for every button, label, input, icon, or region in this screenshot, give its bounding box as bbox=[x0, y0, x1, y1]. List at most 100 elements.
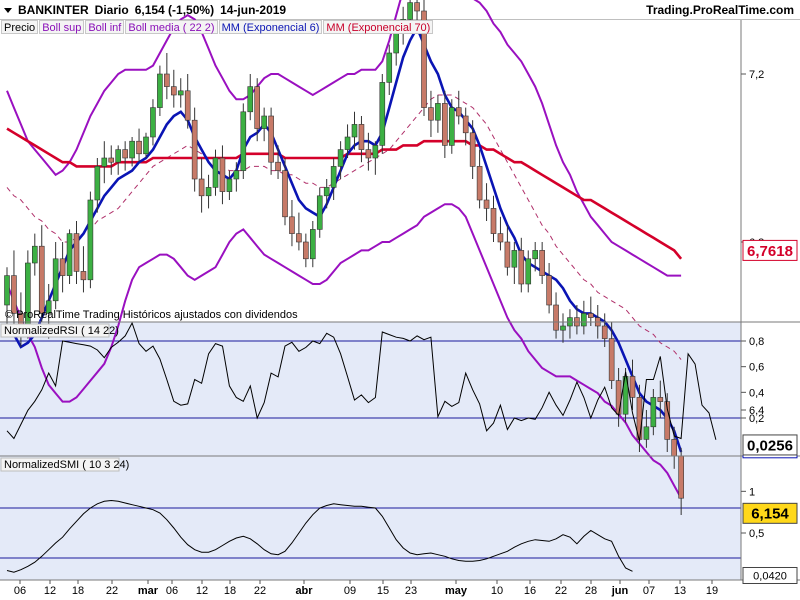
candle[interactable] bbox=[219, 145, 226, 205]
candle[interactable] bbox=[448, 99, 455, 154]
candle[interactable] bbox=[115, 145, 121, 175]
candle[interactable] bbox=[330, 158, 337, 200]
date-tick-label: 28 bbox=[585, 585, 597, 597]
candle[interactable] bbox=[462, 107, 469, 146]
candle[interactable] bbox=[108, 145, 115, 175]
candle[interactable] bbox=[261, 107, 267, 142]
candle[interactable] bbox=[143, 132, 149, 158]
candle[interactable] bbox=[171, 69, 177, 108]
candle[interactable] bbox=[490, 195, 497, 242]
legend-mm70[interactable]: MM (Exponencial 70) bbox=[323, 20, 434, 34]
candle[interactable] bbox=[469, 120, 476, 179]
candle[interactable] bbox=[87, 191, 94, 289]
candle[interactable] bbox=[136, 128, 142, 163]
candle[interactable] bbox=[226, 170, 233, 200]
date-tick-label: 23 bbox=[405, 585, 417, 597]
candle[interactable] bbox=[282, 158, 288, 226]
rsi-tick-label: 0,4 bbox=[749, 387, 764, 399]
legend-boll-sup[interactable]: Boll sup bbox=[39, 20, 85, 34]
candle[interactable] bbox=[254, 78, 260, 142]
candle[interactable] bbox=[4, 267, 10, 335]
candle[interactable] bbox=[553, 292, 559, 339]
candle[interactable] bbox=[358, 116, 365, 163]
candle[interactable] bbox=[608, 321, 615, 389]
candle[interactable] bbox=[157, 65, 163, 116]
candle[interactable] bbox=[198, 158, 205, 213]
period-label[interactable]: Diario bbox=[94, 3, 129, 17]
candle[interactable] bbox=[657, 380, 664, 419]
candle[interactable] bbox=[476, 149, 483, 209]
candle[interactable] bbox=[511, 242, 518, 284]
candle[interactable] bbox=[435, 95, 441, 133]
candle[interactable] bbox=[31, 233, 38, 276]
candle[interactable] bbox=[275, 145, 281, 179]
candle[interactable] bbox=[150, 99, 156, 146]
candle[interactable] bbox=[643, 410, 650, 448]
candle[interactable] bbox=[601, 313, 608, 347]
smi-title-box[interactable] bbox=[0, 457, 120, 472]
candle[interactable] bbox=[344, 124, 351, 158]
candle[interactable] bbox=[581, 300, 587, 335]
candle[interactable] bbox=[247, 74, 254, 121]
rsi-title-box[interactable] bbox=[0, 323, 110, 338]
candle[interactable] bbox=[80, 246, 87, 293]
candle[interactable] bbox=[622, 368, 629, 423]
candle[interactable] bbox=[184, 74, 191, 129]
candle[interactable] bbox=[240, 103, 247, 179]
candle[interactable] bbox=[428, 90, 434, 137]
rsi-tick-label: 0,6 bbox=[749, 362, 764, 374]
candle[interactable] bbox=[421, 0, 427, 116]
candle[interactable] bbox=[518, 237, 525, 293]
candle[interactable] bbox=[289, 200, 295, 247]
candle[interactable] bbox=[337, 141, 344, 179]
candle[interactable] bbox=[101, 141, 108, 184]
candle[interactable] bbox=[59, 242, 66, 293]
candle[interactable] bbox=[73, 221, 80, 284]
legend-boll-media[interactable]: Boll media ( 22 2) bbox=[125, 20, 218, 34]
candle[interactable] bbox=[191, 107, 198, 192]
legend-boll-inf[interactable]: Boll inf bbox=[85, 20, 125, 34]
candle[interactable] bbox=[94, 158, 101, 213]
candle[interactable] bbox=[560, 313, 566, 343]
candle[interactable] bbox=[483, 183, 490, 221]
candle[interactable] bbox=[386, 44, 393, 95]
candle[interactable] bbox=[455, 90, 462, 125]
candle[interactable] bbox=[525, 250, 532, 293]
candle[interactable] bbox=[316, 187, 323, 238]
candle[interactable] bbox=[532, 242, 539, 272]
candle[interactable] bbox=[52, 242, 59, 310]
candle[interactable] bbox=[650, 389, 657, 436]
candle[interactable] bbox=[122, 141, 128, 171]
candle[interactable] bbox=[177, 78, 184, 108]
candle[interactable] bbox=[38, 225, 45, 322]
symbol-label[interactable]: BANKINTER bbox=[18, 3, 89, 17]
candle[interactable] bbox=[164, 53, 170, 100]
candle[interactable] bbox=[268, 107, 274, 175]
candle[interactable] bbox=[212, 149, 219, 196]
candle[interactable] bbox=[303, 233, 309, 268]
candle[interactable] bbox=[296, 212, 302, 251]
candle[interactable] bbox=[629, 359, 636, 410]
chevron-down-icon[interactable] bbox=[4, 8, 12, 14]
legend-mm6[interactable]: MM (Exponencial 6) bbox=[218, 20, 323, 34]
candle[interactable] bbox=[442, 90, 448, 158]
candle[interactable] bbox=[323, 179, 330, 209]
candle[interactable] bbox=[372, 141, 379, 175]
candle[interactable] bbox=[11, 250, 17, 326]
candle[interactable] bbox=[546, 263, 552, 314]
candle[interactable] bbox=[587, 296, 594, 326]
candle[interactable] bbox=[497, 216, 504, 251]
candle[interactable] bbox=[129, 137, 135, 167]
candle[interactable] bbox=[539, 242, 545, 284]
candle[interactable] bbox=[414, 0, 420, 24]
candle[interactable] bbox=[365, 132, 372, 171]
candle[interactable] bbox=[205, 174, 212, 209]
candle[interactable] bbox=[309, 221, 316, 268]
candle[interactable] bbox=[379, 74, 386, 154]
candle[interactable] bbox=[66, 229, 73, 284]
candle[interactable] bbox=[233, 162, 240, 192]
candle[interactable] bbox=[351, 111, 358, 150]
legend-price[interactable]: Precio bbox=[1, 20, 39, 34]
candle[interactable] bbox=[504, 225, 511, 276]
